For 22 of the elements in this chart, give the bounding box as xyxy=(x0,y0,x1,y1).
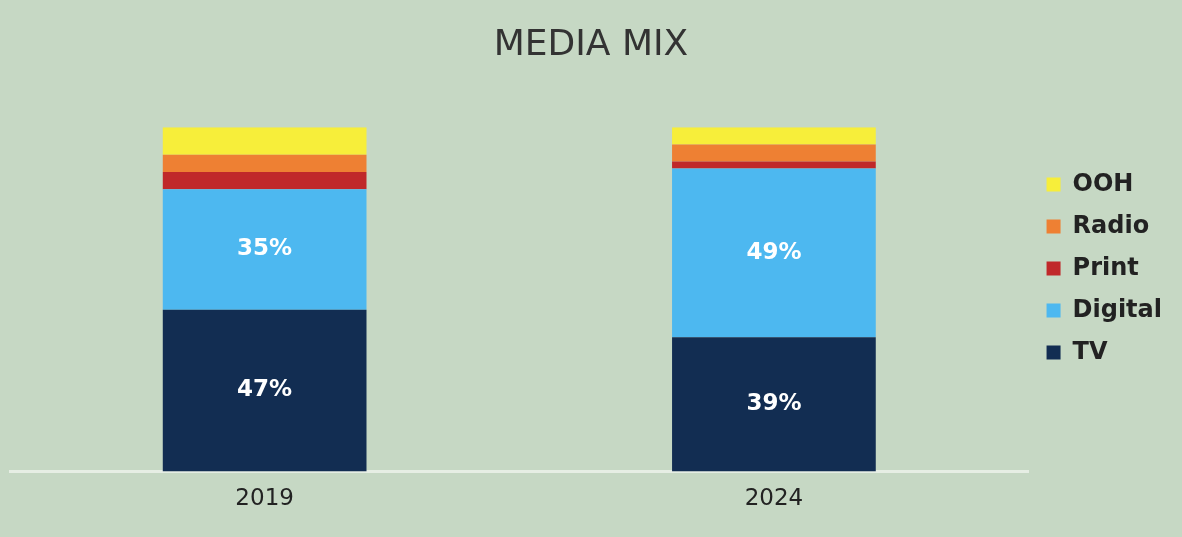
data-label: 47% xyxy=(237,375,293,402)
legend-label: Print xyxy=(1072,252,1139,281)
bar xyxy=(162,127,367,155)
data-label: 49% xyxy=(746,237,802,264)
bar xyxy=(672,161,876,169)
legend-label: OOH xyxy=(1072,168,1134,197)
bar xyxy=(162,189,367,310)
bar xyxy=(162,309,367,472)
data-label: 39% xyxy=(746,389,802,416)
x-tick-label: 2024 xyxy=(744,484,804,511)
legend-label: Digital xyxy=(1072,294,1162,323)
chart-title: MEDIA MIX xyxy=(493,21,689,63)
bar xyxy=(672,337,876,472)
x-tick-label: 2019 xyxy=(235,484,294,511)
legend-label: TV xyxy=(1072,336,1108,365)
bar xyxy=(672,168,876,338)
bar xyxy=(672,144,876,162)
legend-label: Radio xyxy=(1072,210,1150,239)
bar xyxy=(162,171,367,190)
bar xyxy=(162,154,367,172)
data-label: 35% xyxy=(237,234,293,261)
bar xyxy=(672,127,876,145)
